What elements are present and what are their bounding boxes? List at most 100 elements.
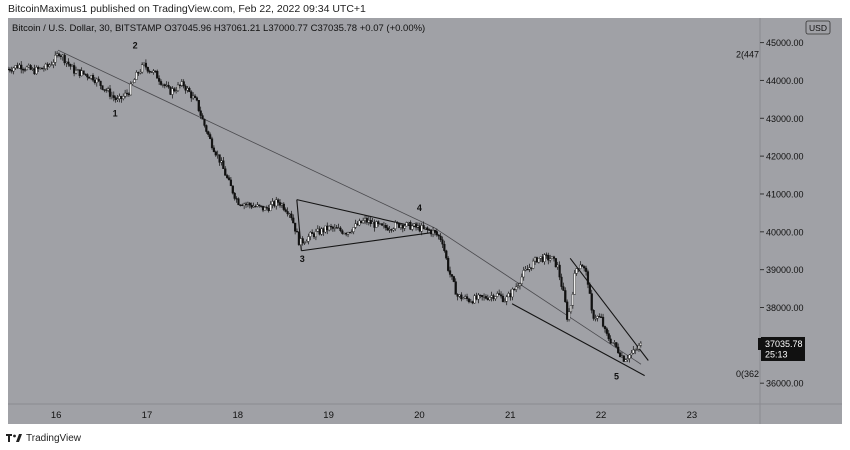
candle-body <box>562 286 565 291</box>
candle-body <box>358 220 361 226</box>
candle-body <box>275 199 278 207</box>
candle-body <box>297 231 301 245</box>
candle-body <box>626 358 629 360</box>
candle-body <box>142 62 146 65</box>
candle-body <box>362 220 365 224</box>
candle-body <box>33 68 36 75</box>
candle-body <box>218 154 221 163</box>
candle-body <box>316 228 319 232</box>
candle-body <box>590 293 593 311</box>
candle-body <box>441 239 444 245</box>
candle-body <box>564 290 567 303</box>
candle-body <box>639 342 642 346</box>
candle-body <box>154 70 157 72</box>
candle-body <box>532 260 535 269</box>
candle-body <box>260 205 263 207</box>
candle-body <box>388 229 391 231</box>
candle-body <box>424 227 427 229</box>
candle-body <box>139 71 142 74</box>
candle-body <box>377 221 380 225</box>
candle-body <box>439 235 442 240</box>
candle-body <box>584 267 588 272</box>
candle-body <box>526 268 529 271</box>
y-tick-label: 43000.00 <box>766 114 804 124</box>
candle-body <box>39 67 42 70</box>
candle-body <box>635 348 639 351</box>
candle-body <box>209 134 212 139</box>
candle-body <box>20 64 23 70</box>
candle-body <box>224 168 227 176</box>
x-tick-label: 22 <box>596 410 607 421</box>
trendline-wedge-upper <box>569 257 649 361</box>
price-tag-box <box>761 336 805 361</box>
candle-body <box>156 70 159 79</box>
candle-body <box>624 359 627 362</box>
publish-header: BitcoinMaximus1 published on TradingView… <box>0 0 850 18</box>
candle-body <box>547 255 550 261</box>
candle-body <box>503 301 506 303</box>
candle-body <box>573 273 576 295</box>
candle-body <box>146 67 149 72</box>
candle-body <box>163 84 166 86</box>
candle-body <box>52 62 55 65</box>
price-chart[interactable]: 45000.00 44000.00 43000.00 42000.00 41000.00… <box>8 18 842 424</box>
candle-body <box>12 67 15 72</box>
candle-body <box>50 64 53 66</box>
candle-body <box>59 55 62 57</box>
candle-body <box>65 61 68 64</box>
candle-body <box>311 232 314 234</box>
candle-body <box>613 342 616 344</box>
candle-body <box>524 268 527 271</box>
x-tick-label: 23 <box>687 410 698 421</box>
candle-body <box>152 70 155 73</box>
candle-body <box>617 346 620 354</box>
candle-body <box>396 222 399 224</box>
candle-body <box>552 256 556 259</box>
candle-body <box>277 199 280 203</box>
candle-body <box>371 221 374 224</box>
candle-body <box>350 231 353 233</box>
candle-body <box>437 234 440 237</box>
candle-body <box>86 74 89 78</box>
candle-body <box>8 68 10 71</box>
candle-body <box>82 70 85 75</box>
candle-body <box>369 219 372 224</box>
candle-body <box>105 89 108 91</box>
candle-body <box>8 68 11 71</box>
candle-body <box>227 177 231 181</box>
candle-body <box>430 230 433 235</box>
candle-body <box>618 352 622 358</box>
candle-body <box>541 256 544 262</box>
candle-body <box>159 81 163 85</box>
candle-body <box>609 338 612 344</box>
candle-body <box>88 76 91 79</box>
candle-body <box>422 225 425 229</box>
candle-body <box>190 91 193 99</box>
candle-body <box>414 223 418 228</box>
candle-body <box>233 192 236 199</box>
candle-body <box>173 88 176 92</box>
candle-body <box>373 221 376 228</box>
candle-body <box>248 202 251 206</box>
wave-label: 4 <box>417 203 422 213</box>
chart-area[interactable]: 45000.00 44000.00 43000.00 42000.00 41000.00… <box>8 18 842 424</box>
x-tick-label: 19 <box>323 410 334 421</box>
candle-body <box>426 227 429 230</box>
candle-body <box>307 236 310 242</box>
candle-body <box>328 225 331 231</box>
candle-body <box>575 268 578 274</box>
candle-body <box>579 264 582 269</box>
candle-body <box>431 230 435 235</box>
candle-body <box>103 89 106 91</box>
candle-body <box>386 227 389 231</box>
candle-body <box>231 185 234 194</box>
candle-body <box>269 204 272 211</box>
candle-body <box>337 227 340 229</box>
candle-body <box>175 90 178 92</box>
candle-body <box>482 296 486 298</box>
candle-body <box>479 294 482 296</box>
candle-body <box>339 227 342 231</box>
candle-body <box>114 97 117 100</box>
candle-body <box>488 297 491 300</box>
x-tick-label: 20 <box>414 410 425 421</box>
